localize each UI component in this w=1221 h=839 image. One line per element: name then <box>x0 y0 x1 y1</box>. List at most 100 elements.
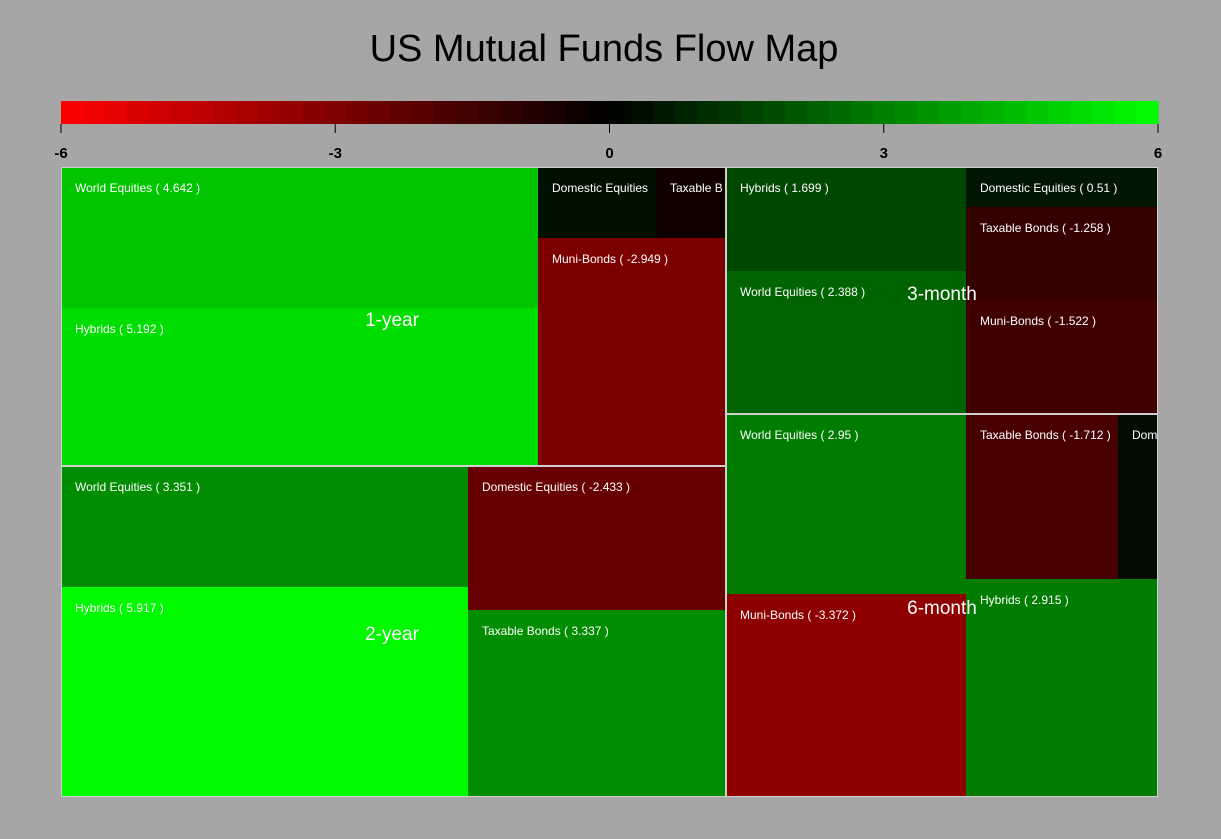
color-scale-swatch <box>521 101 545 124</box>
treemap-cell-label: Dom <box>1132 428 1157 442</box>
treemap-cell <box>726 167 966 271</box>
color-scale-swatch <box>763 101 786 124</box>
treemap-cell <box>726 594 966 797</box>
color-scale-swatch <box>1004 101 1027 124</box>
color-scale-swatch <box>741 101 764 124</box>
treemap-cell <box>61 466 468 587</box>
color-scale-swatch <box>1114 101 1137 124</box>
treemap-cell <box>61 587 468 797</box>
color-scale-swatch <box>565 101 589 124</box>
color-scale-tick-label: -3 <box>329 145 342 162</box>
treemap-cell <box>538 167 656 238</box>
color-scale-swatch <box>675 101 698 124</box>
color-scale-swatch <box>390 101 413 124</box>
treemap-cell-label: World Equities ( 3.351 ) <box>75 480 200 494</box>
chart-title: US Mutual Funds Flow Map <box>369 28 839 70</box>
color-scale-swatch <box>346 101 369 124</box>
treemap-cell <box>726 271 966 414</box>
color-scale-swatch <box>104 101 128 124</box>
treemap-group-1-year: World Equities ( 4.642 ) Hybrids ( 5.192 … <box>61 167 726 466</box>
treemap-cell <box>468 466 726 610</box>
color-scale-swatch <box>894 101 918 124</box>
color-scale-swatch <box>697 101 720 124</box>
color-scale-swatch <box>982 101 1006 124</box>
color-scale-swatch <box>719 101 742 124</box>
treemap-group-2-year: World Equities ( 3.351 ) Hybrids ( 5.917 … <box>61 466 726 797</box>
treemap-group-border <box>61 167 726 466</box>
treemap-cell-label: Taxable Bonds ( 3.337 ) <box>482 624 609 638</box>
treemap-cell-label: Domestic Equities <box>552 181 648 195</box>
treemap-cell-label: World Equities ( 2.388 ) <box>740 285 865 299</box>
color-scale-swatch <box>872 101 896 124</box>
color-scale-swatch <box>499 101 523 124</box>
treemap-cell <box>538 238 726 466</box>
treemap-cell <box>61 308 538 466</box>
color-scale-swatch <box>61 101 84 124</box>
color-scale-swatch <box>126 101 150 124</box>
treemap-cell-label: Hybrids ( 5.917 ) <box>75 601 164 615</box>
color-scale-swatch <box>477 101 501 124</box>
color-scale-swatch <box>192 101 216 124</box>
color-scale-swatch <box>806 101 830 124</box>
color-scale-swatch <box>1092 101 1115 124</box>
treemap-group-border <box>61 466 726 797</box>
treemap-cell-label: Hybrids ( 1.699 ) <box>740 181 829 195</box>
color-scale-swatch <box>412 101 435 124</box>
treemap-cell <box>656 167 726 238</box>
treemap-group-3-month: Hybrids ( 1.699 ) World Equities ( 2.388 … <box>726 167 1158 414</box>
color-scale-swatch <box>631 101 654 124</box>
color-scale-swatch <box>324 101 347 124</box>
treemap-cell-label: Hybrids ( 5.192 ) <box>75 322 164 336</box>
treemap-cell <box>1118 414 1158 579</box>
color-scale-tick-label: -6 <box>54 145 67 162</box>
color-scale-tick-label: 0 <box>605 145 613 162</box>
color-scale-swatch <box>543 101 567 124</box>
color-scale-swatch <box>258 101 281 124</box>
color-scale-swatch <box>170 101 194 124</box>
color-scale-swatch <box>653 101 676 124</box>
treemap-group-label: 1-year <box>365 310 420 331</box>
treemap-cell-label: Muni-Bonds ( -3.372 ) <box>740 608 856 622</box>
treemap-cell-label: Taxable Bonds ( -1.712 ) <box>980 428 1111 442</box>
treemap-group-6-month: World Equities ( 2.95 ) Muni-Bonds ( -3.3… <box>726 414 1158 797</box>
treemap-cell-label: Taxable B <box>670 181 723 195</box>
color-scale-swatch <box>433 101 457 124</box>
treemap-cell-label: Muni-Bonds ( -2.949 ) <box>552 252 668 266</box>
treemap-cell <box>726 414 966 594</box>
color-scale-swatch <box>916 101 940 124</box>
treemap-cell-label: Domestic Equities ( -2.433 ) <box>482 480 630 494</box>
color-scale-swatch <box>850 101 874 124</box>
color-scale-swatch <box>609 101 633 124</box>
treemap-cell <box>468 610 726 797</box>
treemap-cell-label: Muni-Bonds ( -1.522 ) <box>980 314 1096 328</box>
color-scale-tick-label: 6 <box>1154 145 1162 162</box>
treemap-cell-label: Taxable Bonds ( -1.258 ) <box>980 221 1111 235</box>
treemap-group-label: 3-month <box>907 284 977 305</box>
color-scale-tick-label: 3 <box>880 145 888 162</box>
treemap-cell <box>966 579 1158 797</box>
color-scale-swatch <box>1048 101 1071 124</box>
treemap-cell <box>966 300 1158 414</box>
color-scale-swatch <box>302 101 325 124</box>
treemap-cell-label: Hybrids ( 2.915 ) <box>980 593 1069 607</box>
color-scale-swatch <box>960 101 984 124</box>
color-scale-swatch <box>587 101 611 124</box>
color-scale-swatch <box>236 101 260 124</box>
color-scale-swatch <box>1026 101 1049 124</box>
color-scale-swatch <box>1136 101 1159 124</box>
color-scale-swatch <box>214 101 238 124</box>
treemap-cell-label: World Equities ( 2.95 ) <box>740 428 859 442</box>
treemap-group-border <box>726 167 1158 414</box>
treemap-group-label: 2-year <box>365 624 420 645</box>
color-scale-swatch <box>785 101 808 124</box>
color-scale-swatch <box>1070 101 1093 124</box>
treemap-group-border <box>726 414 1158 797</box>
color-scale-swatch <box>828 101 852 124</box>
treemap-cell <box>966 414 1118 579</box>
color-scale-swatch <box>455 101 479 124</box>
color-scale-swatch <box>280 101 303 124</box>
treemap-cell-label: Domestic Equities ( 0.51 ) <box>980 181 1117 195</box>
treemap-cell <box>966 167 1158 207</box>
treemap-group-label: 6-month <box>907 598 977 619</box>
treemap-cell <box>61 167 538 308</box>
